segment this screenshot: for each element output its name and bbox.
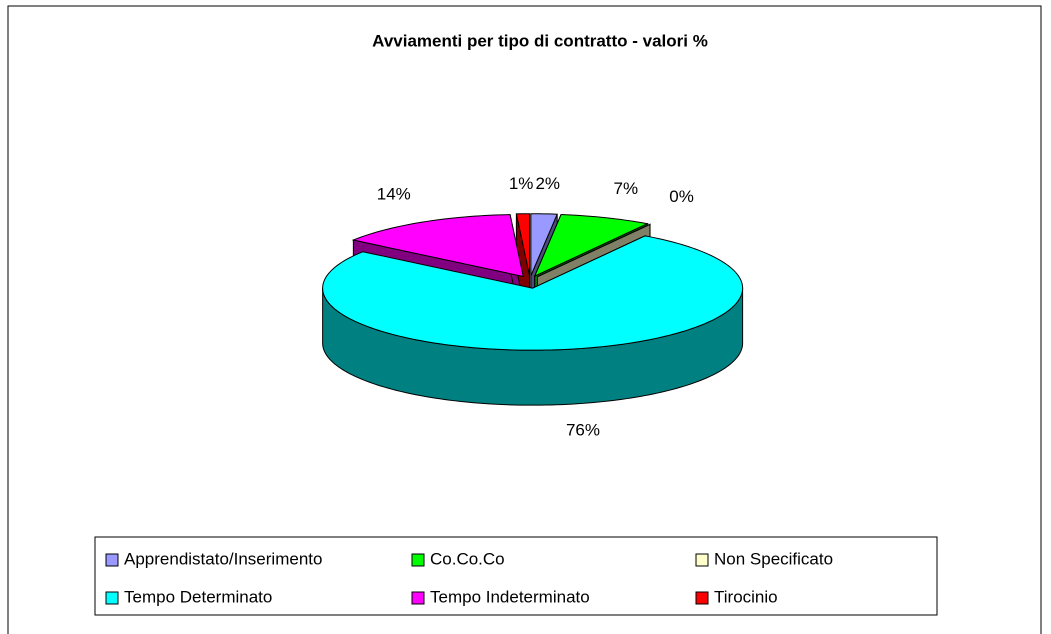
data-label: 0% [669,187,694,206]
legend-swatch [411,591,425,605]
legend-label: Tempo Determinato [124,587,272,606]
slice [515,213,531,276]
legend-label: Non Specificato [714,549,833,568]
slice [322,235,744,351]
legend-box [94,536,938,616]
chart-title: Avviamenti per tipo di contratto - valor… [372,31,708,50]
data-label: 14% [377,184,411,203]
legend-label: Apprendistato/Inserimento [124,549,322,568]
data-label: 1% [509,174,534,193]
slice [351,214,524,278]
data-label: 7% [614,179,639,198]
legend-swatch [411,553,425,567]
legend-label: Co.Co.Co [430,549,505,568]
legend-swatch [695,553,709,567]
data-label: 76% [566,421,600,440]
legend-swatch [105,553,119,567]
slice [533,214,649,278]
legend-swatch [695,591,709,605]
legend-swatch [105,591,119,605]
legend-label: Tempo Indeterminato [430,587,590,606]
legend-label: Tirocinio [714,587,778,606]
slice [530,213,558,276]
data-label: 2% [535,174,560,193]
